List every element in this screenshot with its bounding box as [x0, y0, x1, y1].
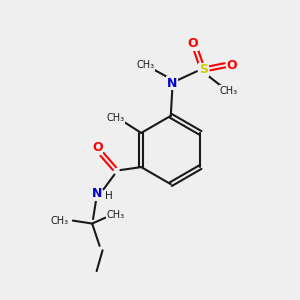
Text: CH₃: CH₃ — [136, 60, 154, 70]
Text: CH₃: CH₃ — [107, 210, 125, 220]
Text: N: N — [167, 76, 178, 90]
Text: N: N — [92, 187, 102, 200]
Text: CH₃: CH₃ — [107, 113, 125, 123]
Text: O: O — [92, 141, 103, 154]
Text: O: O — [226, 59, 237, 72]
Text: S: S — [199, 63, 208, 76]
Text: O: O — [188, 37, 198, 50]
Text: H: H — [105, 191, 112, 201]
Text: CH₃: CH₃ — [220, 85, 238, 96]
Text: CH₃: CH₃ — [50, 216, 68, 226]
